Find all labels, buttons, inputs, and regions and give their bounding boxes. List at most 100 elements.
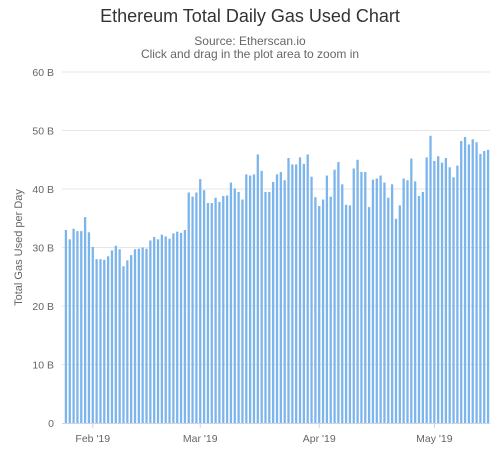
bar[interactable] [176, 231, 179, 423]
bar[interactable] [375, 178, 378, 423]
bar[interactable] [394, 218, 398, 423]
bar[interactable] [214, 197, 217, 423]
bar[interactable] [149, 240, 152, 423]
bar[interactable] [233, 188, 236, 423]
bar[interactable] [410, 158, 413, 423]
bar[interactable] [463, 136, 467, 423]
bar[interactable] [72, 228, 75, 423]
bar[interactable] [156, 239, 160, 423]
bar[interactable] [87, 232, 91, 423]
bar[interactable] [260, 170, 263, 423]
bar[interactable] [433, 160, 436, 424]
bar[interactable] [202, 190, 206, 423]
bar[interactable] [475, 142, 478, 423]
bar[interactable] [264, 191, 267, 423]
bar[interactable] [367, 207, 371, 423]
bar[interactable] [479, 153, 482, 423]
bar[interactable] [283, 180, 286, 423]
bar[interactable] [329, 196, 332, 423]
bar[interactable] [95, 259, 98, 423]
bar[interactable] [314, 197, 317, 423]
bar[interactable] [287, 158, 290, 423]
bar[interactable] [252, 174, 256, 424]
bar[interactable] [344, 204, 348, 423]
bar[interactable] [272, 181, 275, 423]
bar[interactable] [444, 158, 448, 423]
bar[interactable] [110, 250, 114, 423]
bar[interactable] [364, 172, 367, 423]
bar[interactable] [218, 201, 221, 423]
bar[interactable] [222, 196, 225, 423]
bar[interactable] [210, 203, 213, 423]
bar[interactable] [421, 191, 424, 423]
bar[interactable] [137, 248, 140, 423]
bar[interactable] [145, 248, 148, 423]
bar[interactable] [341, 184, 344, 423]
bar[interactable] [172, 233, 175, 423]
bar[interactable] [352, 168, 355, 423]
bar[interactable] [429, 135, 432, 423]
bar[interactable] [302, 163, 306, 423]
bar[interactable] [467, 144, 471, 424]
bar[interactable] [168, 238, 171, 423]
bar[interactable] [356, 159, 359, 423]
bar[interactable] [425, 157, 428, 423]
bar[interactable] [460, 141, 463, 423]
bar[interactable] [114, 245, 117, 423]
bar[interactable] [291, 164, 294, 423]
bar[interactable] [268, 191, 271, 423]
bar[interactable] [76, 231, 79, 423]
bar[interactable] [440, 162, 444, 423]
bar[interactable] [417, 196, 421, 423]
bar[interactable] [448, 167, 451, 423]
bar[interactable] [483, 150, 486, 423]
bar[interactable] [452, 177, 455, 423]
bar[interactable] [387, 197, 390, 423]
bar[interactable] [306, 154, 309, 424]
bar[interactable] [295, 164, 298, 423]
bar[interactable] [360, 172, 363, 423]
bar[interactable] [225, 195, 229, 423]
bar[interactable] [164, 236, 167, 423]
bar[interactable] [160, 234, 164, 423]
bar[interactable] [371, 179, 375, 423]
bar[interactable] [275, 174, 279, 424]
bar[interactable] [398, 205, 401, 423]
bar[interactable] [99, 259, 102, 423]
bar[interactable] [325, 175, 329, 423]
bar[interactable] [383, 182, 386, 423]
bar[interactable] [130, 255, 133, 423]
bar[interactable] [379, 175, 382, 423]
bar[interactable] [199, 179, 202, 423]
bar[interactable] [237, 191, 240, 423]
bar[interactable] [83, 217, 87, 423]
bar[interactable] [318, 205, 321, 423]
bar[interactable] [229, 182, 233, 423]
bar[interactable] [103, 259, 106, 423]
bar[interactable] [68, 239, 71, 423]
bar[interactable] [248, 175, 252, 423]
bar[interactable] [133, 249, 137, 423]
bar[interactable] [106, 256, 110, 423]
bar[interactable] [191, 196, 194, 423]
bar[interactable] [486, 149, 490, 423]
bar[interactable] [241, 199, 244, 423]
bar[interactable] [456, 165, 459, 423]
bar[interactable] [126, 260, 129, 423]
bar[interactable] [245, 174, 248, 424]
bar[interactable] [179, 232, 183, 424]
bar[interactable] [80, 231, 83, 423]
bar[interactable] [348, 205, 352, 423]
bar[interactable] [310, 176, 313, 423]
bar[interactable] [337, 162, 340, 423]
bar[interactable] [321, 199, 325, 423]
bar[interactable] [471, 139, 474, 423]
bar[interactable] [122, 266, 125, 423]
bar[interactable] [402, 178, 405, 423]
bar[interactable] [187, 192, 190, 423]
bar[interactable] [195, 192, 198, 423]
bar[interactable] [406, 180, 409, 423]
bar[interactable] [414, 181, 417, 423]
bar[interactable] [333, 169, 336, 423]
